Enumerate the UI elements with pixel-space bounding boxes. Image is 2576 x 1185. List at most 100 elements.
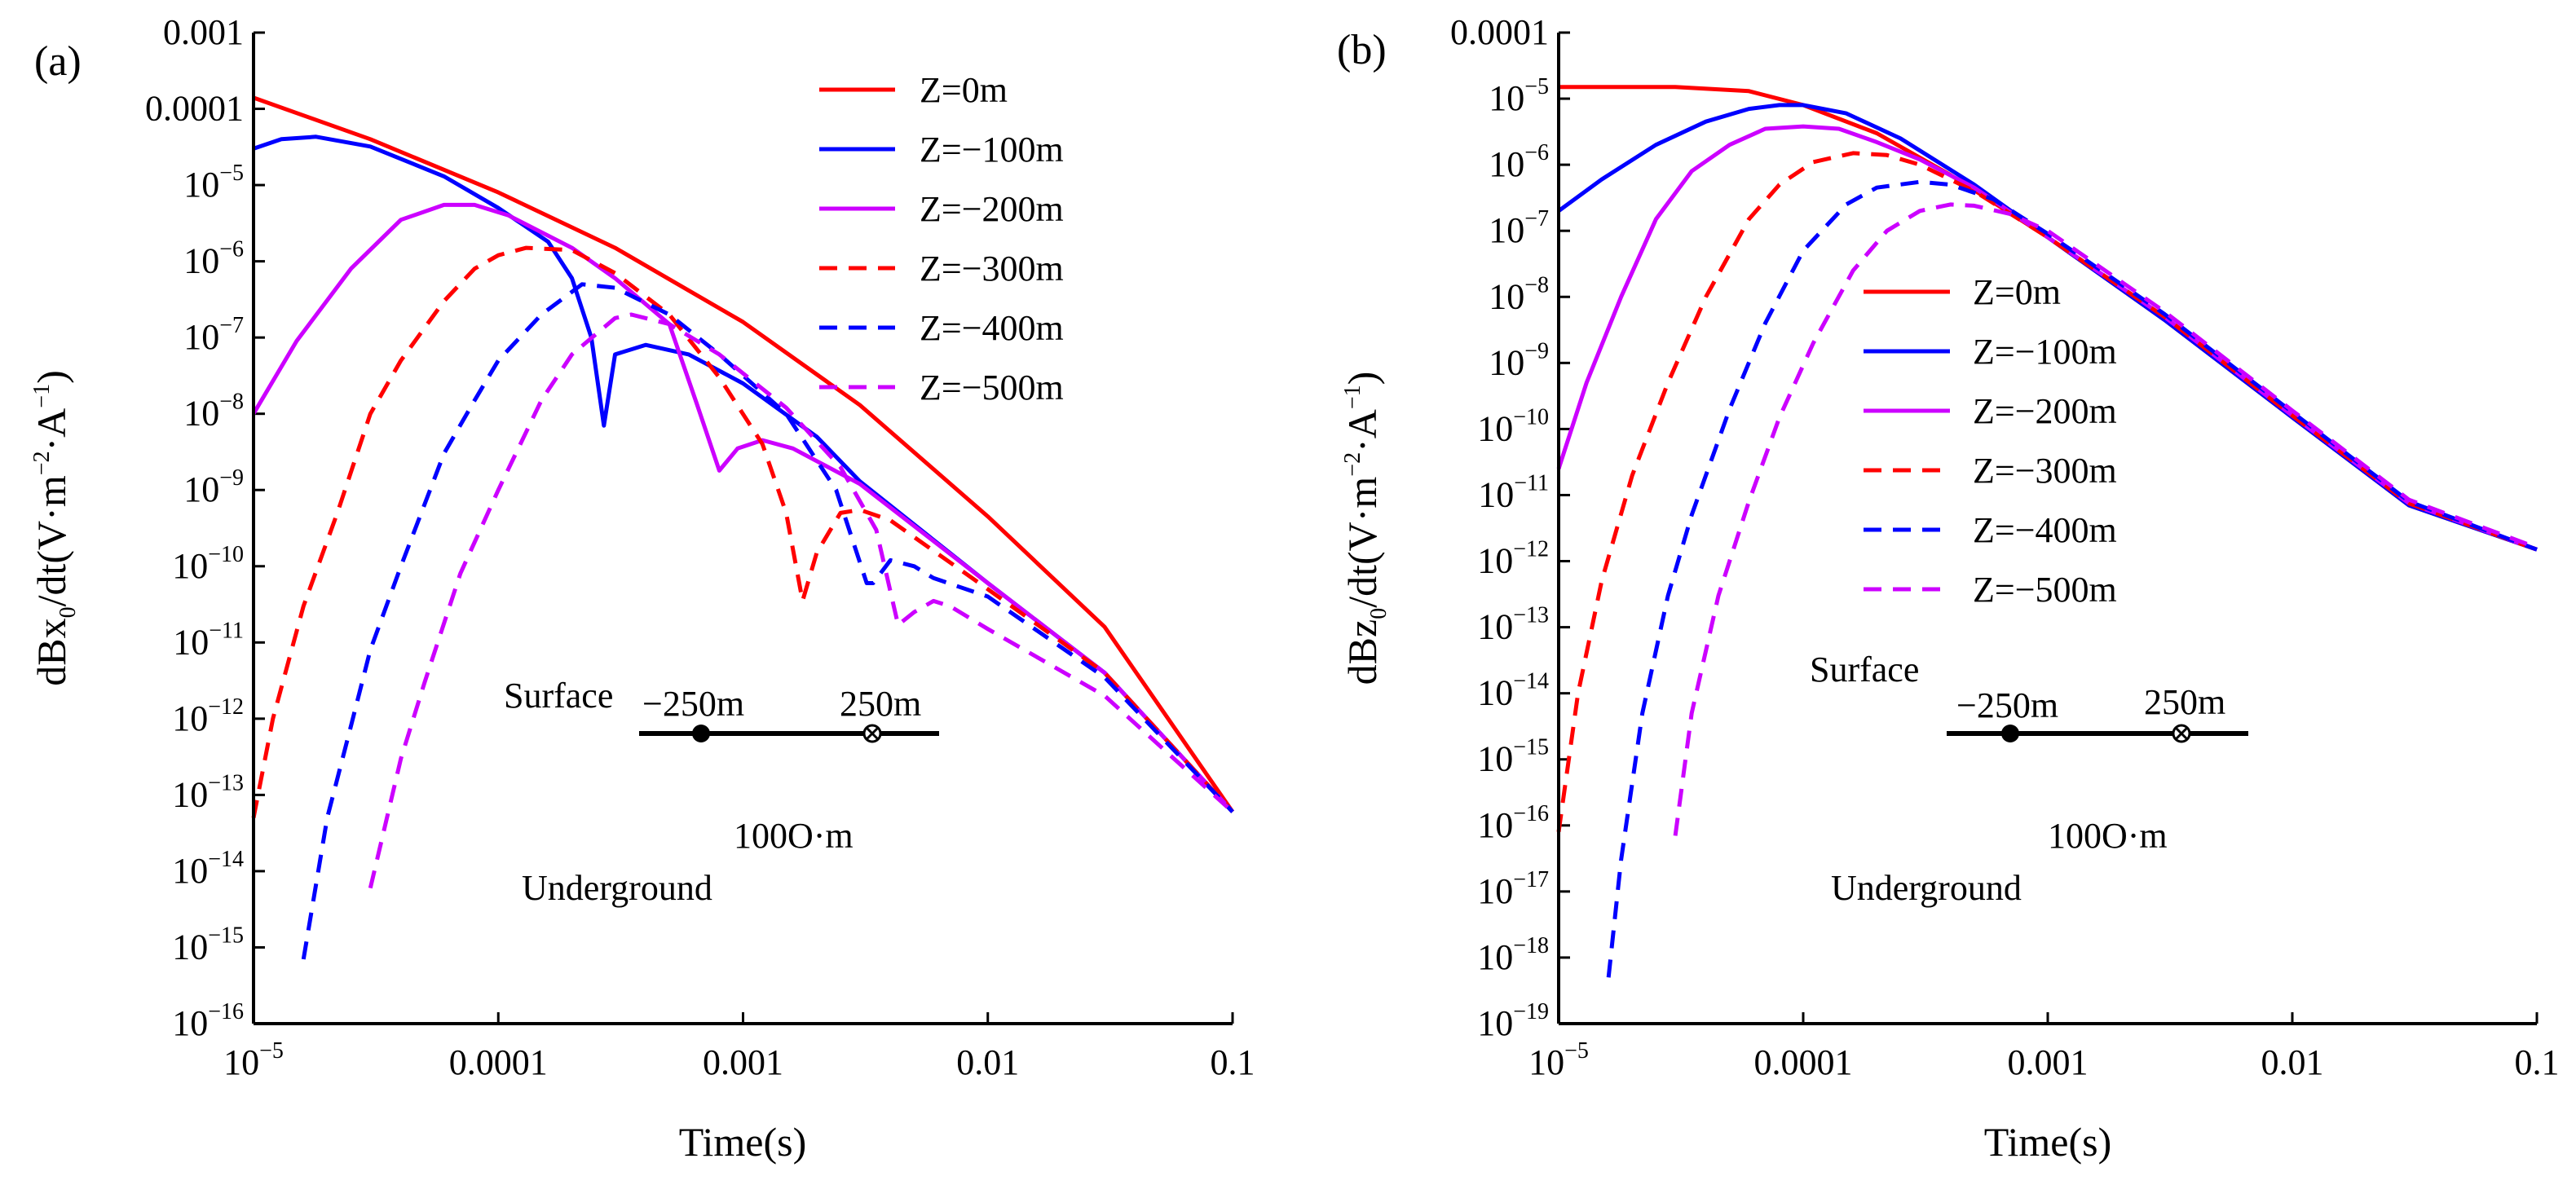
panel-b-schematic: Surface −250m 250m 100O·m Underground bbox=[1810, 650, 2248, 908]
panel-a-label: (a) bbox=[34, 38, 82, 85]
y-tick-base: 10 bbox=[1477, 408, 1513, 448]
electrode-dot bbox=[2001, 725, 2019, 742]
y-tick-label: 10−7 bbox=[1489, 206, 1549, 250]
x-tick-label: 0.0001 bbox=[449, 1042, 548, 1082]
y-tick-label: 10−15 bbox=[172, 923, 244, 967]
y-tick-exp: −6 bbox=[1524, 140, 1549, 165]
panel-a: (a) 0.0010.000110−510−610−710−810−910−10… bbox=[29, 12, 1255, 1165]
y-label-end: ) bbox=[1339, 372, 1385, 385]
y-label-unit: /dt(V·m bbox=[1339, 477, 1385, 608]
y-label-subscript: 0 bbox=[55, 606, 81, 618]
panel-a-x-ticks: 10−5 0.0001 0.001 0.01 0.1 bbox=[223, 1012, 1255, 1082]
y-label-subscript: 0 bbox=[1366, 608, 1392, 619]
y-tick-label: 10−13 bbox=[1477, 603, 1549, 647]
x-tick-label: 0.1 bbox=[2515, 1042, 2560, 1082]
x-tick-base: 0.001 bbox=[2008, 1042, 2089, 1082]
y-tick-base: 10 bbox=[1477, 871, 1513, 911]
y-label-exp1: −2 bbox=[1340, 452, 1365, 477]
panel-a-y-label: dBx0/dt(V·m−2·A−1) bbox=[29, 370, 81, 685]
y-tick-label: 10−18 bbox=[1477, 933, 1549, 977]
legend-label: Z=−400m bbox=[1973, 510, 2117, 550]
y-tick-exp: −8 bbox=[219, 390, 244, 415]
y-tick-label: 10−9 bbox=[183, 465, 244, 509]
x-tick-base: 0.1 bbox=[2515, 1042, 2560, 1082]
y-tick-base: 0.001 bbox=[163, 12, 244, 52]
y-tick-exp: −15 bbox=[208, 923, 244, 948]
x-tick-base: 0.0001 bbox=[1754, 1042, 1853, 1082]
y-tick-base: 10 bbox=[1477, 937, 1513, 977]
y-label-base: dBx bbox=[29, 618, 74, 685]
y-tick-base: 10 bbox=[1489, 342, 1524, 382]
y-tick-label: 10−6 bbox=[183, 237, 244, 281]
y-tick-label: 10−11 bbox=[1478, 470, 1549, 514]
x-tick-base: 0.0001 bbox=[449, 1042, 548, 1082]
legend-label: Z=−200m bbox=[1973, 391, 2117, 431]
y-tick-exp: −9 bbox=[219, 465, 244, 491]
y-tick-label: 10−9 bbox=[1489, 338, 1549, 382]
panel-b-y-ticks: 0.000110−510−610−710−810−910−1010−1110−1… bbox=[1450, 12, 1570, 1043]
panel-b-legend: Z=0m Z=−100m Z=−200m Z=−300m Z=−400m Z=−500m bbox=[1864, 272, 2117, 610]
y-tick-label: 10−10 bbox=[1477, 404, 1549, 448]
y-tick-exp: −16 bbox=[1513, 801, 1549, 826]
y-tick-label: 0.0001 bbox=[145, 89, 244, 129]
x-tick-label: 0.01 bbox=[956, 1042, 1019, 1082]
y-tick-base: 10 bbox=[1489, 144, 1524, 184]
y-tick-base: 10 bbox=[1477, 739, 1513, 779]
legend-label: Z=−300m bbox=[1973, 451, 2117, 491]
y-tick-exp: −12 bbox=[1513, 537, 1549, 562]
x-tick-label: 0.01 bbox=[2261, 1042, 2324, 1082]
y-tick-exp: −9 bbox=[1524, 338, 1549, 363]
legend-label: Z=−500m bbox=[1973, 570, 2117, 610]
y-tick-exp: −13 bbox=[208, 770, 244, 795]
x-tick-label: 0.001 bbox=[2008, 1042, 2089, 1082]
surface-label: Surface bbox=[504, 676, 613, 716]
panel-b: (b) 0.000110−510−610−710−810−910−1010−11… bbox=[1337, 12, 2560, 1165]
legend-label: Z=−300m bbox=[920, 249, 1064, 289]
y-tick-label: 10−12 bbox=[1477, 537, 1549, 581]
y-label-unit: /dt(V·m bbox=[29, 475, 74, 606]
x-tick-label: 0.001 bbox=[703, 1042, 783, 1082]
y-tick-exp: −7 bbox=[1524, 206, 1549, 231]
x-tick-exp: −5 bbox=[259, 1038, 284, 1064]
y-tick-base: 10 bbox=[183, 165, 219, 205]
series-line-5 bbox=[1606, 179, 2538, 978]
y-tick-label: 10−10 bbox=[172, 542, 244, 586]
panel-b-y-label: dBz0/dt(V·m−2·A−1) bbox=[1339, 372, 1392, 685]
y-tick-exp: −6 bbox=[219, 237, 244, 262]
y-tick-base: 10 bbox=[1477, 1003, 1513, 1043]
y-tick-exp: −17 bbox=[1513, 867, 1549, 892]
y-tick-exp: −19 bbox=[1513, 999, 1549, 1024]
y-tick-base: 10 bbox=[172, 851, 208, 891]
series-line-1 bbox=[253, 95, 1235, 813]
y-tick-label: 10−13 bbox=[172, 770, 244, 814]
y-label-exp1: −2 bbox=[29, 451, 55, 475]
y-tick-label: 10−8 bbox=[1489, 272, 1549, 316]
legend-label: Z=−100m bbox=[920, 130, 1064, 170]
y-label-end: ) bbox=[29, 370, 74, 384]
y-tick-base: 10 bbox=[172, 774, 208, 814]
y-tick-base: 10 bbox=[172, 1003, 208, 1043]
x-tick-base: 10 bbox=[223, 1042, 259, 1082]
y-tick-label: 0.001 bbox=[163, 12, 244, 52]
y-label-exp2: −1 bbox=[29, 384, 55, 408]
y-tick-exp: −14 bbox=[208, 847, 244, 872]
y-tick-exp: −7 bbox=[219, 313, 244, 338]
y-tick-label: 10−19 bbox=[1477, 999, 1549, 1043]
resistivity-label: 100O·m bbox=[2048, 816, 2168, 856]
underground-label: Underground bbox=[522, 868, 712, 908]
y-tick-exp: −12 bbox=[208, 694, 244, 720]
y-tick-base: 10 bbox=[183, 394, 219, 434]
y-tick-label: 10−12 bbox=[172, 694, 244, 738]
y-tick-label: 10−15 bbox=[1477, 735, 1549, 779]
right-electrode-label: 250m bbox=[2144, 682, 2225, 722]
y-tick-base: 10 bbox=[172, 927, 208, 967]
y-tick-exp: −10 bbox=[208, 542, 244, 567]
y-tick-label: 10−17 bbox=[1477, 867, 1549, 911]
y-tick-base: 10 bbox=[1477, 541, 1513, 581]
y-tick-base: 10 bbox=[1477, 607, 1513, 647]
y-tick-exp: −14 bbox=[1513, 669, 1549, 694]
y-label-mid: ·A bbox=[1339, 409, 1385, 452]
y-tick-base: 10 bbox=[1489, 210, 1524, 250]
series-line-6 bbox=[1673, 202, 2538, 836]
y-tick-base: 0.0001 bbox=[145, 89, 244, 129]
